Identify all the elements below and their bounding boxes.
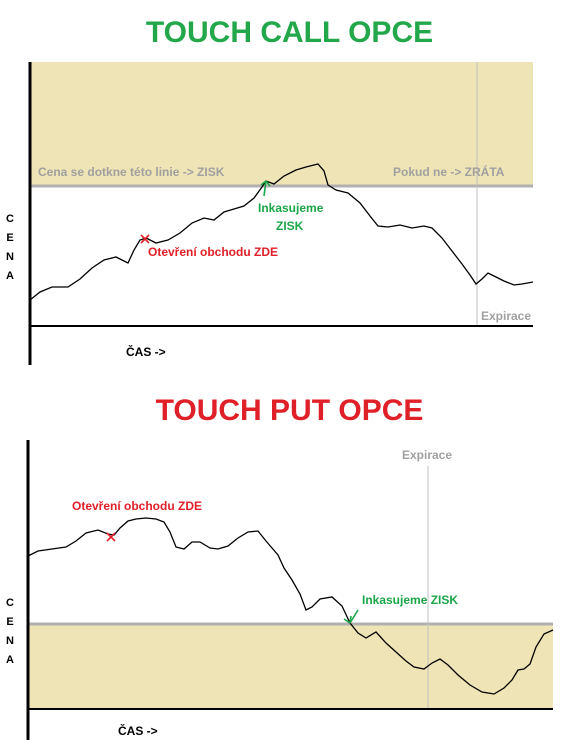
put-title: TOUCH PUT OPCE [155,394,424,427]
call-barrier-left-text: Cena se dotkne této linie -> ZISK [38,165,225,179]
call-expiry-text: Expirace [481,309,532,323]
put-expiry-text: Expirace [402,448,453,462]
call-entry-marker [140,234,150,244]
put-entry-marker [106,532,116,542]
put-price-line [27,517,554,695]
call-title: TOUCH CALL OPCE [145,16,434,49]
call-touch-text-2: ZISK [276,219,304,233]
call-profit-zone [30,62,533,186]
call-touch-text-1: Inkasujeme [258,201,324,215]
call-x-axis-label: ČAS -> [126,345,166,359]
call-entry-text: Otevření obchodu ZDE [148,245,279,259]
put-y-axis-label: C E N A [6,597,14,666]
put-x-axis-label: ČAS -> [118,724,158,738]
put-touch-marker [343,609,359,624]
put-entry-text: Otevření obchodu ZDE [72,499,203,513]
call-y-axis-label: C E N A [6,213,14,282]
call-touch-marker [260,180,271,197]
put-profit-zone [28,624,553,708]
call-price-line [29,163,534,301]
call-barrier-right-text: Pokud ne -> ZRÁTA [393,165,505,179]
put-touch-text: Inkasujeme ZISK [362,593,459,607]
